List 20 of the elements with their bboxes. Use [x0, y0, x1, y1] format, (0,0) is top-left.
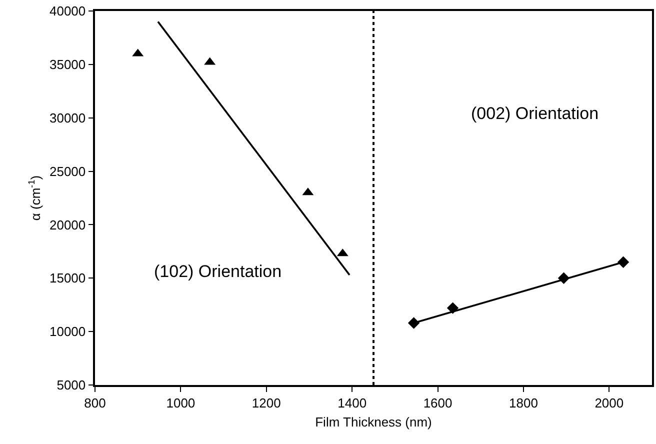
- y-tick-label: 15000: [49, 270, 86, 286]
- x-tick-label: 800: [84, 395, 106, 410]
- point: [408, 317, 420, 329]
- y-tick-label: 35000: [49, 56, 86, 72]
- x-axis-title: Film Thickness (nm): [315, 414, 432, 430]
- annotation: (002) Orientation: [471, 104, 599, 123]
- y-tick-label: 25000: [49, 164, 86, 179]
- x-tick-label: 1600: [423, 395, 452, 410]
- y-tick-label: 5000: [56, 378, 86, 393]
- x-tick-label: 1200: [252, 395, 281, 410]
- y-tick-label: 10000: [49, 324, 86, 340]
- y-tick-label: 20000: [49, 217, 86, 232]
- annotation: (102) Orientation: [154, 262, 282, 281]
- x-tick-label: 1000: [166, 395, 196, 410]
- x-tick-label: 2000: [594, 395, 624, 410]
- x-tick-label: 1800: [509, 395, 538, 410]
- y-tick-label: 30000: [49, 110, 86, 126]
- y-tick-label: 40000: [49, 4, 86, 19]
- point: [446, 302, 459, 314]
- x-tick-label: 1400: [338, 395, 367, 410]
